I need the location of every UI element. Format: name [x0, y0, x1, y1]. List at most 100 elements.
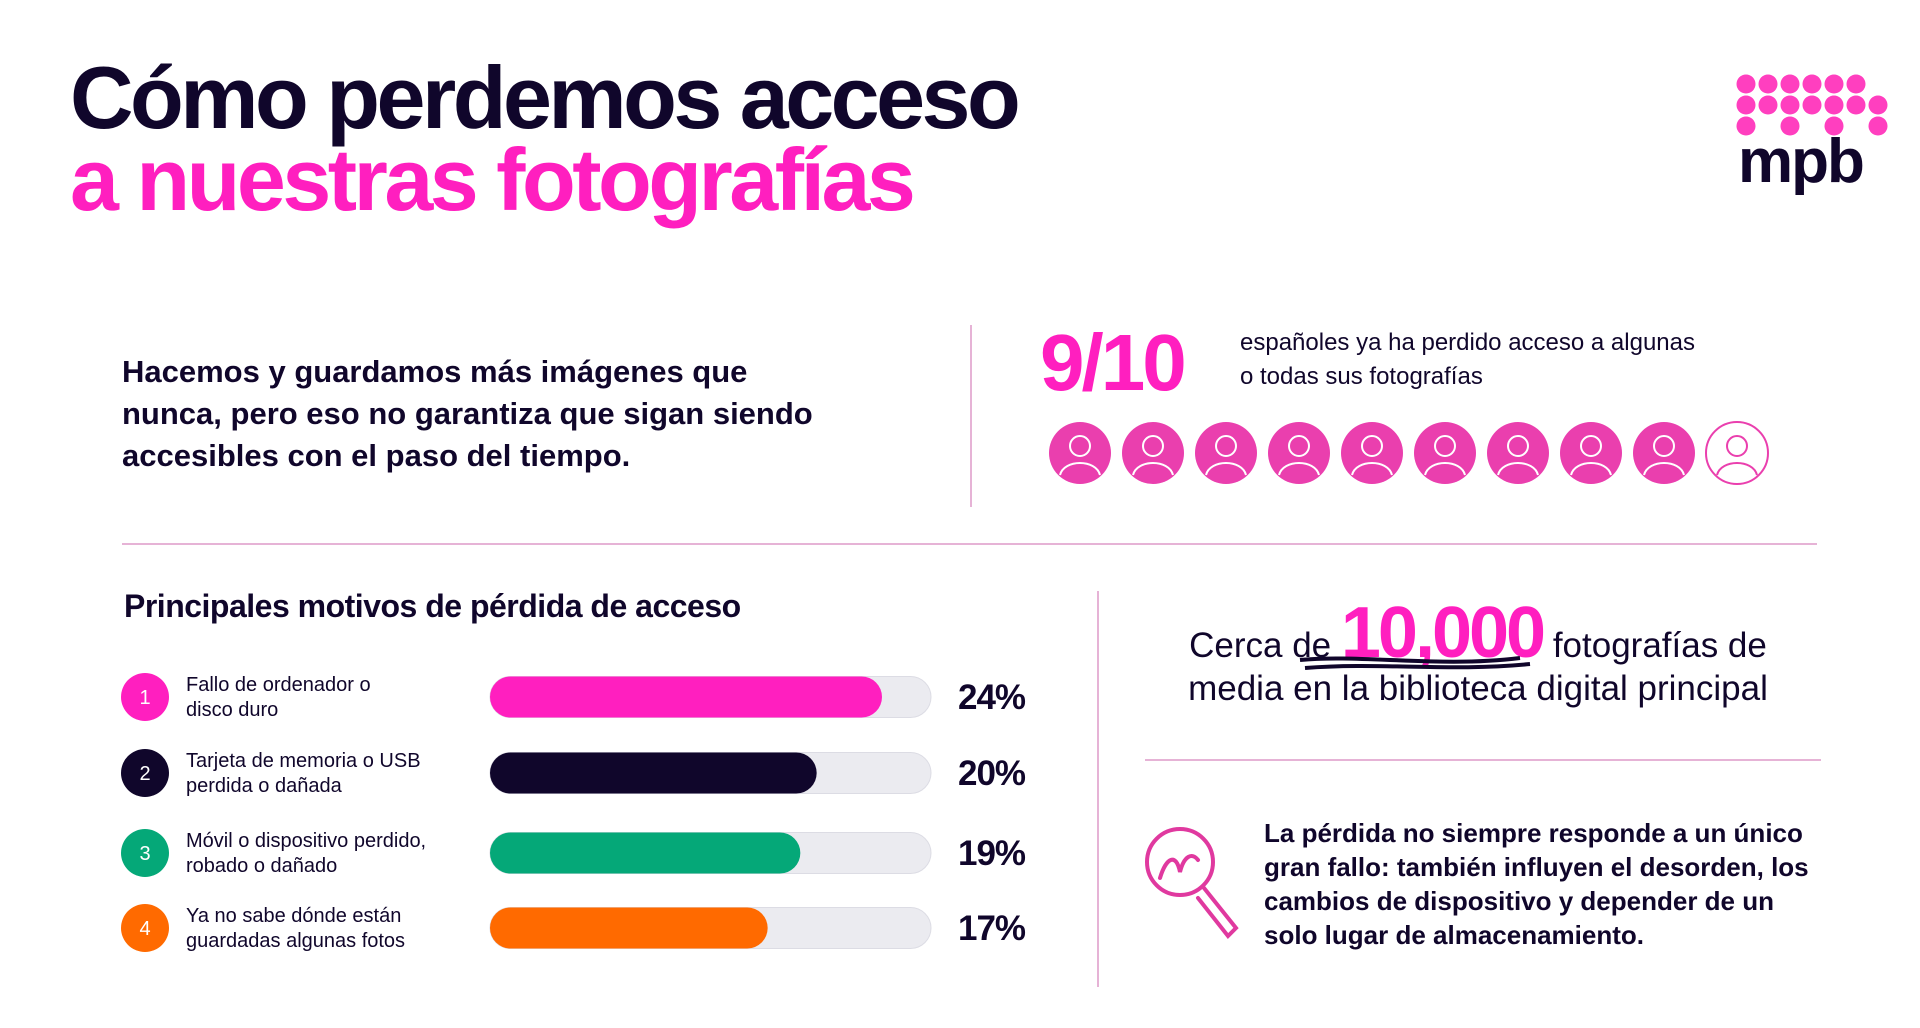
person-body — [1059, 462, 1101, 476]
logo-dot — [1736, 116, 1756, 136]
person-circle — [1560, 422, 1622, 484]
person-head — [1434, 435, 1456, 457]
person-head — [1580, 435, 1602, 457]
logo-dot — [1780, 95, 1800, 115]
person-icon — [1268, 422, 1330, 484]
value-label: 24% — [958, 678, 1026, 717]
category-label: perdida o dañada — [186, 775, 343, 797]
person-body — [1278, 462, 1320, 476]
rank-number: 3 — [139, 843, 150, 865]
intro-line: accesibles con el paso del tiempo. — [122, 438, 630, 473]
category-label: guardadas algunas fotos — [186, 930, 405, 952]
person-head — [1069, 435, 1091, 457]
note-line: gran fallo: también influyen el desorden… — [1264, 852, 1809, 882]
bar — [490, 907, 768, 949]
logo-dot — [1802, 95, 1822, 115]
logo-dot — [1824, 74, 1844, 94]
bar — [490, 832, 801, 874]
person-icon — [1195, 422, 1257, 484]
category-label: Móvil o dispositivo perdido, — [186, 830, 426, 852]
logo-dot — [1868, 116, 1888, 136]
scribble-underline — [1299, 656, 1531, 670]
person-circle — [1049, 422, 1111, 484]
stat-text: o todas sus fotografías — [1240, 363, 1483, 390]
person-head — [1142, 435, 1164, 457]
stat-value: 9/10 — [1040, 318, 1184, 407]
category-label: Fallo de ordenador o — [186, 674, 371, 696]
person-circle — [1268, 422, 1330, 484]
logo-dot — [1846, 74, 1866, 94]
person-icon — [1560, 422, 1622, 484]
category-label: robado o dañado — [186, 855, 337, 877]
logo-dot — [1802, 74, 1822, 94]
rank-number: 4 — [139, 918, 150, 940]
person-icon — [1487, 422, 1549, 484]
category-label: Tarjeta de memoria o USB — [186, 750, 421, 772]
person-body — [1132, 462, 1174, 476]
person-icon — [1633, 422, 1695, 484]
logo-dots — [1736, 74, 1888, 136]
person-body — [1497, 462, 1539, 476]
intro-line: nunca, pero eso no garantiza que sigan s… — [122, 396, 813, 431]
person-circle — [1122, 422, 1184, 484]
intro-line: Hacemos y guardamos más imágenes que — [122, 354, 747, 389]
chart-title: Principales motivos de pérdida de acceso — [124, 588, 741, 624]
title-line-2: a nuestras fotografías — [70, 130, 913, 229]
rank-badge — [121, 829, 169, 877]
person-circle — [1341, 422, 1403, 484]
category-label: Ya no sabe dónde están — [186, 905, 401, 927]
person-circle — [1487, 422, 1549, 484]
person-icon — [1414, 422, 1476, 484]
stat-text: españoles ya ha perdido acceso a algunas — [1240, 329, 1695, 356]
note-line: cambios de dispositivo y depender de un — [1264, 886, 1774, 916]
logo-dot — [1824, 95, 1844, 115]
rank-badge — [121, 673, 169, 721]
value-label: 17% — [958, 909, 1026, 948]
person-icon — [1705, 421, 1769, 485]
person-circle — [1195, 422, 1257, 484]
category-label: disco duro — [186, 699, 278, 721]
person-circle — [1633, 422, 1695, 484]
logo-dot — [1824, 116, 1844, 136]
person-icon — [1341, 422, 1403, 484]
bar — [490, 752, 817, 794]
logo-dot — [1780, 74, 1800, 94]
person-body — [1424, 462, 1466, 476]
person-body — [1643, 462, 1685, 476]
person-body — [1351, 462, 1393, 476]
person-body — [1205, 462, 1247, 476]
bar-chart: 1 Fallo de ordenador o disco duro 24% 2 Tarje… — [121, 673, 1027, 952]
logo-dot — [1758, 74, 1778, 94]
person-head — [1288, 435, 1310, 457]
value-label: 20% — [958, 754, 1026, 793]
logo-dot — [1846, 95, 1866, 115]
person-head — [1215, 435, 1237, 457]
person-circle — [1414, 422, 1476, 484]
rank-badge — [121, 904, 169, 952]
person-head — [1653, 435, 1675, 457]
person-body — [1570, 462, 1612, 476]
person-head — [1726, 435, 1748, 457]
people-icons — [1049, 421, 1769, 485]
magnifier-icon — [1145, 827, 1239, 940]
person-body — [1716, 462, 1758, 476]
logo-dot — [1868, 95, 1888, 115]
title-line-1: Cómo perdemos acceso — [70, 48, 1018, 147]
photos-suffix: fotografías de — [1553, 626, 1767, 665]
person-icon — [1122, 422, 1184, 484]
note-line: La pérdida no siempre responde a un únic… — [1264, 818, 1803, 848]
logo-dot — [1736, 74, 1756, 94]
person-head — [1507, 435, 1529, 457]
person-circle — [1705, 421, 1769, 485]
person-icon — [1049, 422, 1111, 484]
logo-dot — [1736, 95, 1756, 115]
value-label: 19% — [958, 834, 1026, 873]
rank-badge — [121, 749, 169, 797]
photos-line-2: media en la biblioteca digital principal — [1188, 669, 1768, 708]
logo-text: mpb — [1738, 127, 1863, 196]
rank-number: 2 — [139, 763, 150, 785]
bar — [490, 676, 882, 718]
logo-dot — [1758, 95, 1778, 115]
